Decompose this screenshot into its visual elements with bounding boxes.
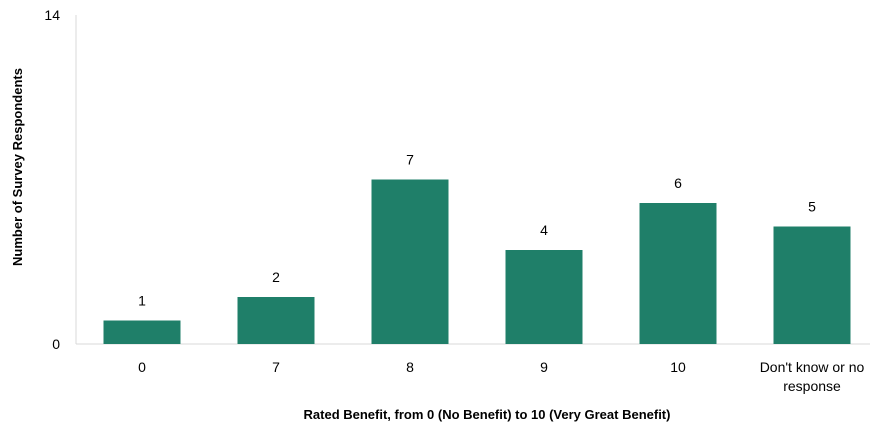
x-axis-title: Rated Benefit, from 0 (No Benefit) to 10… (304, 407, 671, 422)
y-axis-title: Number of Survey Respondents (10, 68, 25, 266)
x-tick-label-5: Don't know or no response (760, 359, 865, 394)
data-labels-group: 1 2 7 4 6 5 (138, 152, 816, 309)
y-tick-label-min: 0 (52, 336, 60, 352)
bars-group (103, 179, 851, 344)
bar-4 (639, 203, 717, 344)
data-label-4: 6 (674, 175, 682, 191)
bar-2 (371, 179, 449, 344)
data-label-2: 7 (406, 152, 414, 168)
y-tick-label-max: 14 (44, 7, 60, 23)
x-tick-label-4: 10 (670, 359, 686, 375)
bar-1 (237, 297, 315, 344)
x-tick-label-3: 9 (540, 359, 548, 375)
x-tick-labels-group: 0 7 8 9 10 Don't know or no response (138, 359, 864, 394)
data-label-0: 1 (138, 293, 146, 309)
x-tick-label-0: 0 (138, 359, 146, 375)
x-tick-label-1: 7 (272, 359, 280, 375)
data-label-1: 2 (272, 269, 280, 285)
bar-0 (103, 320, 181, 344)
data-label-3: 4 (540, 222, 548, 238)
x-tick-label-2: 8 (406, 359, 414, 375)
bar-3 (505, 250, 583, 344)
bar-5 (773, 226, 851, 344)
y-axis: 14 0 (44, 7, 77, 352)
data-label-5: 5 (808, 199, 816, 215)
